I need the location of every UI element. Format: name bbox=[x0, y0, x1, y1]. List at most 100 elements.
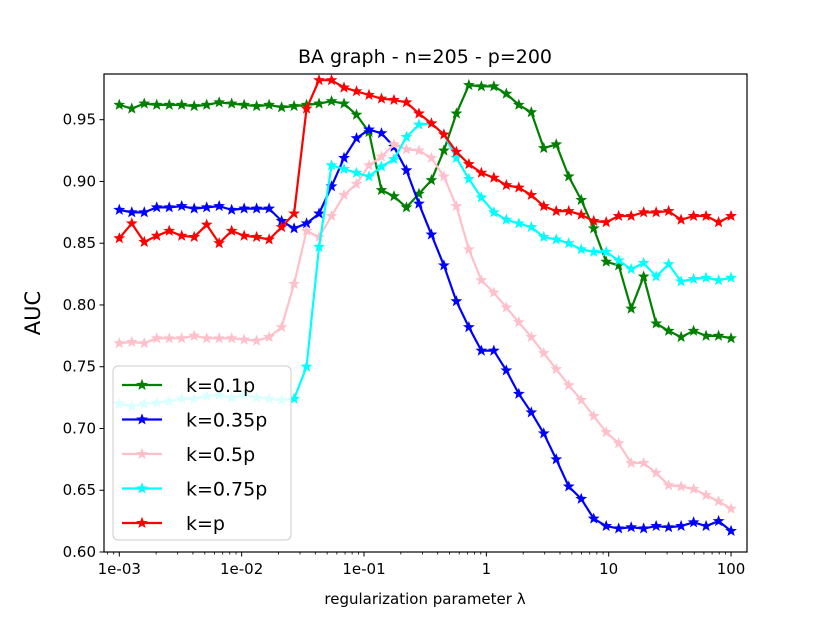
data-point-star bbox=[687, 516, 700, 528]
data-point-star bbox=[700, 271, 712, 283]
data-point-star bbox=[550, 233, 563, 245]
data-point-star bbox=[575, 492, 588, 504]
data-point-star bbox=[288, 392, 300, 404]
data-point-star bbox=[400, 164, 413, 176]
data-point-star bbox=[425, 117, 438, 129]
data-point-star bbox=[350, 85, 363, 97]
data-point-star bbox=[113, 232, 126, 244]
data-point-star bbox=[475, 274, 488, 286]
series-4 bbox=[113, 73, 737, 249]
data-point-star bbox=[500, 213, 513, 225]
data-point-star bbox=[163, 224, 176, 236]
data-point-star bbox=[400, 96, 413, 108]
data-point-star bbox=[400, 130, 413, 143]
data-point-star bbox=[587, 409, 600, 422]
data-point-star bbox=[238, 229, 251, 241]
data-point-star bbox=[363, 123, 375, 135]
data-point-star bbox=[475, 80, 488, 92]
data-point-star bbox=[725, 209, 737, 222]
data-point-star bbox=[188, 99, 201, 112]
data-point-star bbox=[263, 98, 275, 110]
data-point-star bbox=[500, 178, 513, 191]
data-point-star bbox=[675, 275, 688, 287]
y-tick-label: 0.70 bbox=[63, 419, 96, 437]
data-point-star bbox=[338, 97, 350, 109]
data-point-star bbox=[550, 363, 563, 375]
data-point-star bbox=[313, 73, 325, 86]
data-point-star bbox=[338, 188, 350, 201]
data-point-star bbox=[213, 332, 226, 344]
data-point-star bbox=[388, 153, 400, 165]
data-point-star bbox=[587, 512, 600, 524]
data-point-star bbox=[163, 201, 176, 213]
data-point-star bbox=[113, 203, 126, 215]
data-point-star bbox=[562, 237, 575, 249]
data-point-star bbox=[275, 321, 288, 333]
x-axis-ticks: 1e-03 1e-02 1e-01 1 10 100 bbox=[98, 552, 745, 578]
data-point-star bbox=[200, 201, 213, 213]
data-point-star bbox=[500, 364, 513, 376]
data-point-star bbox=[662, 479, 675, 491]
series-0 bbox=[113, 78, 737, 344]
data-point-star bbox=[562, 480, 575, 492]
data-point-star bbox=[625, 302, 638, 314]
data-point-star bbox=[650, 317, 663, 329]
data-point-star bbox=[438, 128, 450, 140]
data-point-star bbox=[413, 107, 425, 119]
data-point-star bbox=[125, 217, 138, 229]
data-point-star bbox=[338, 81, 350, 93]
data-point-star bbox=[487, 80, 500, 92]
data-point-star bbox=[525, 220, 538, 233]
data-point-star bbox=[225, 203, 238, 215]
data-point-star bbox=[450, 107, 463, 119]
data-point-star bbox=[550, 453, 563, 465]
data-point-star bbox=[600, 245, 613, 257]
data-point-star bbox=[612, 254, 625, 266]
data-point-star bbox=[263, 330, 275, 343]
data-point-star bbox=[300, 224, 313, 236]
data-point-star bbox=[313, 240, 325, 252]
legend-label: k=p bbox=[186, 513, 225, 535]
data-point-star bbox=[537, 141, 550, 154]
data-point-star bbox=[400, 201, 413, 213]
data-point-star bbox=[650, 270, 663, 282]
data-point-star bbox=[637, 206, 650, 218]
data-point-star bbox=[525, 188, 538, 201]
data-point-star bbox=[113, 337, 126, 349]
data-point-star bbox=[163, 98, 176, 110]
data-point-star bbox=[325, 94, 338, 107]
data-point-star bbox=[138, 97, 151, 109]
series-1 bbox=[113, 123, 737, 537]
legend-label: k=0.75p bbox=[186, 479, 267, 501]
data-point-star bbox=[525, 406, 538, 418]
data-point-star bbox=[350, 108, 363, 120]
data-point-star bbox=[175, 332, 188, 344]
legend: k=0.1p k=0.35p k=0.5p k=0.75p k=p bbox=[112, 365, 292, 541]
data-point-star bbox=[625, 262, 638, 275]
data-point-star bbox=[600, 519, 613, 532]
data-point-star bbox=[438, 170, 450, 182]
data-point-star bbox=[338, 151, 350, 164]
data-point-star bbox=[712, 514, 725, 527]
data-point-star bbox=[625, 521, 638, 533]
data-point-star bbox=[388, 93, 400, 105]
data-point-star bbox=[413, 197, 425, 209]
legend-swatch-star bbox=[136, 413, 148, 425]
data-point-star bbox=[700, 329, 712, 341]
data-point-star bbox=[138, 235, 151, 247]
data-point-star bbox=[712, 495, 725, 507]
data-point-star bbox=[450, 145, 463, 157]
data-point-star bbox=[138, 206, 151, 218]
data-point-star bbox=[575, 208, 588, 220]
data-point-star bbox=[475, 344, 488, 356]
y-tick-label: 0.90 bbox=[63, 172, 96, 190]
data-point-star bbox=[225, 224, 238, 236]
data-point-star bbox=[288, 207, 300, 219]
data-point-star bbox=[600, 425, 613, 438]
data-point-star bbox=[650, 466, 663, 478]
legend-label: k=0.5p bbox=[186, 444, 255, 466]
data-point-star bbox=[213, 237, 226, 249]
data-point-star bbox=[363, 170, 375, 182]
data-point-star bbox=[562, 379, 575, 391]
data-point-star bbox=[263, 202, 275, 214]
